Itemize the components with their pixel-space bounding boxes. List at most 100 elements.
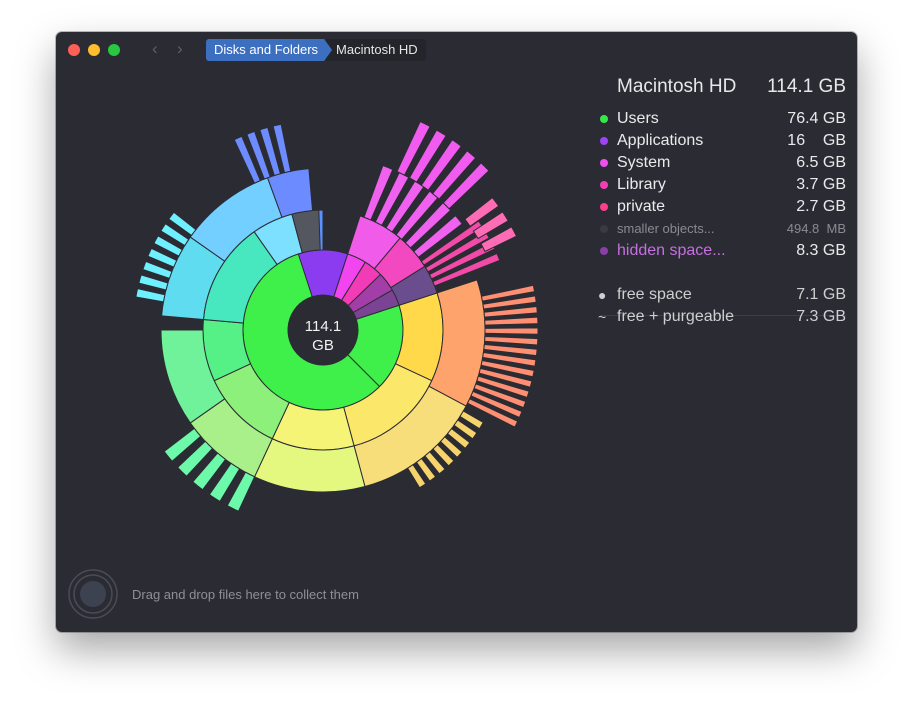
sunburst-fine-segment[interactable] xyxy=(208,462,241,503)
legend-divider xyxy=(600,315,846,316)
legend-label: hidden space... xyxy=(617,242,726,259)
system-dot-icon xyxy=(600,159,608,167)
collector-hint: Drag and drop files here to collect them xyxy=(132,587,359,602)
sunburst-fine-segment[interactable] xyxy=(246,130,271,180)
sunburst-fine-segment[interactable] xyxy=(476,375,530,399)
free-space-dot-icon: ● xyxy=(598,287,607,303)
sunburst-fine-segment[interactable] xyxy=(424,451,446,475)
legend-value: 7.1 GB xyxy=(796,286,846,303)
sunburst-fine-segment[interactable] xyxy=(432,443,455,467)
sunburst-fine-segment[interactable] xyxy=(480,284,536,302)
sunburst-fine-segment[interactable] xyxy=(431,150,477,200)
legend-value: 76.4 GB xyxy=(787,110,846,127)
subfolder-segment[interactable] xyxy=(266,168,314,218)
legend-label: free + purgeable xyxy=(617,308,734,325)
private-dot-icon xyxy=(600,203,608,211)
back-chevron-icon[interactable]: ‹ xyxy=(152,39,158,58)
sunburst-fine-segment[interactable] xyxy=(363,164,394,221)
legend-item-free-space: ● free space 7.1 GB xyxy=(596,284,846,306)
sunburst-fine-segment[interactable] xyxy=(480,226,518,253)
legend-item-library[interactable]: Library 3.7 GB xyxy=(596,174,846,196)
minimize-window-button[interactable] xyxy=(88,44,100,56)
center-size-unit: GB xyxy=(312,337,334,354)
legend-value: 3.7 GB xyxy=(796,176,846,193)
sunburst-fine-segment[interactable] xyxy=(459,410,484,430)
sunburst-fine-segment[interactable] xyxy=(138,274,169,291)
sunburst-fine-segment[interactable] xyxy=(466,398,519,428)
legend-item-users[interactable]: Users 76.4 GB xyxy=(596,108,846,130)
legend-item-system[interactable]: System 6.5 GB xyxy=(596,152,846,174)
legend-label: smaller objects... xyxy=(617,221,715,236)
legend-label: System xyxy=(617,154,671,171)
center-size-label[interactable]: 114.1 GB xyxy=(288,317,358,355)
breadcrumb: Disks and Folders Macintosh HD xyxy=(206,39,426,61)
sunburst-fine-segment[interactable] xyxy=(168,211,197,237)
sunburst-fine-segment[interactable] xyxy=(160,223,190,247)
sunburst-fine-segment[interactable] xyxy=(484,327,539,335)
sunburst-fine-segment[interactable] xyxy=(480,359,535,378)
center-size-value: 114.1 xyxy=(304,318,342,335)
sunburst-fine-segment[interactable] xyxy=(432,252,501,287)
users-dot-icon xyxy=(600,115,608,123)
legend-item-free-purgeable: ~ free + purgeable 7.3 GB xyxy=(596,306,846,328)
legend-item-private[interactable]: private 2.7 GB xyxy=(596,196,846,218)
breadcrumb-macintosh-hd[interactable]: Macintosh HD xyxy=(326,39,426,61)
sunburst-fine-segment[interactable] xyxy=(176,440,214,477)
legend-item-smaller-objects[interactable]: smaller objects... 494.8 MB xyxy=(596,218,846,240)
legend-label: Library xyxy=(617,176,666,193)
legend-label: Users xyxy=(617,110,659,127)
legend-item-hidden-space[interactable]: hidden space... 8.3 GB xyxy=(596,240,846,262)
sunburst-fine-segment[interactable] xyxy=(135,288,166,303)
sunburst-fine-segment[interactable] xyxy=(482,295,537,310)
disk-size: 114.1 GB xyxy=(767,76,846,97)
sunburst-fine-segment[interactable] xyxy=(153,235,183,257)
legend-value: 8.3 GB xyxy=(796,242,846,259)
sunburst-fine-segment[interactable] xyxy=(163,427,202,462)
sunburst-fine-segment[interactable] xyxy=(473,383,527,409)
sunburst-fine-segment[interactable] xyxy=(272,123,292,174)
breadcrumb-disks-and-folders[interactable]: Disks and Folders xyxy=(206,39,332,61)
close-window-button[interactable] xyxy=(68,44,80,56)
legend-value: 494.8 MB xyxy=(786,221,846,236)
sunburst-fine-segment[interactable] xyxy=(408,129,447,183)
zoom-window-button[interactable] xyxy=(108,44,120,56)
sunburst-fine-segment[interactable] xyxy=(226,471,256,512)
legend-value: 6.5 GB xyxy=(796,154,846,171)
sunburst-fine-segment[interactable] xyxy=(446,427,471,450)
sunburst-fine-segment[interactable] xyxy=(192,452,227,491)
sunburst-fine-segment[interactable] xyxy=(396,120,431,176)
sunburst-fine-segment[interactable] xyxy=(413,214,463,258)
sunburst-fine-segment[interactable] xyxy=(472,211,509,240)
sunburst-fine-segment[interactable] xyxy=(420,139,462,191)
sunburst-chart[interactable] xyxy=(56,32,616,552)
sunburst-fine-segment[interactable] xyxy=(385,180,425,233)
sunburst-fine-segment[interactable] xyxy=(420,220,484,266)
sunburst-fine-segment[interactable] xyxy=(439,436,463,459)
sunburst-fine-segment[interactable] xyxy=(470,390,523,419)
sunburst-fine-segment[interactable] xyxy=(453,419,478,440)
sunburst-fine-segment[interactable] xyxy=(478,367,533,388)
sunburst-fine-segment[interactable] xyxy=(147,247,178,268)
sunburst-fine-segment[interactable] xyxy=(484,316,539,326)
legend-value: 7.3 GB xyxy=(796,308,846,325)
daisydisk-window: ‹ › Disks and Folders Macintosh HD 114.1… xyxy=(56,32,857,632)
sunburst-fine-segment[interactable] xyxy=(464,196,500,227)
sunburst-fine-segment[interactable] xyxy=(233,135,262,184)
sunburst-fine-segment[interactable] xyxy=(415,457,437,482)
legend-item-applications[interactable]: Applications 16 GB xyxy=(596,130,846,152)
sunburst-fine-segment[interactable] xyxy=(442,162,490,210)
sunburst-fine-segment[interactable] xyxy=(142,260,173,280)
tilde-icon: ~ xyxy=(598,309,607,325)
sunburst-fine-segment[interactable] xyxy=(482,351,537,367)
collector-drop-icon[interactable] xyxy=(68,569,118,619)
applications-dot-icon xyxy=(600,137,608,145)
legend-label: private xyxy=(617,198,666,215)
sunburst-fine-segment[interactable] xyxy=(484,335,539,346)
sunburst-fine-segment[interactable] xyxy=(406,464,427,489)
subfolder-segment[interactable] xyxy=(160,329,226,424)
sunburst-fine-segment[interactable] xyxy=(483,305,538,318)
sunburst-fine-segment[interactable] xyxy=(259,126,282,177)
disk-name: Macintosh HD xyxy=(617,76,737,97)
sunburst-fine-segment[interactable] xyxy=(483,343,538,357)
forward-chevron-icon[interactable]: › xyxy=(177,39,183,58)
